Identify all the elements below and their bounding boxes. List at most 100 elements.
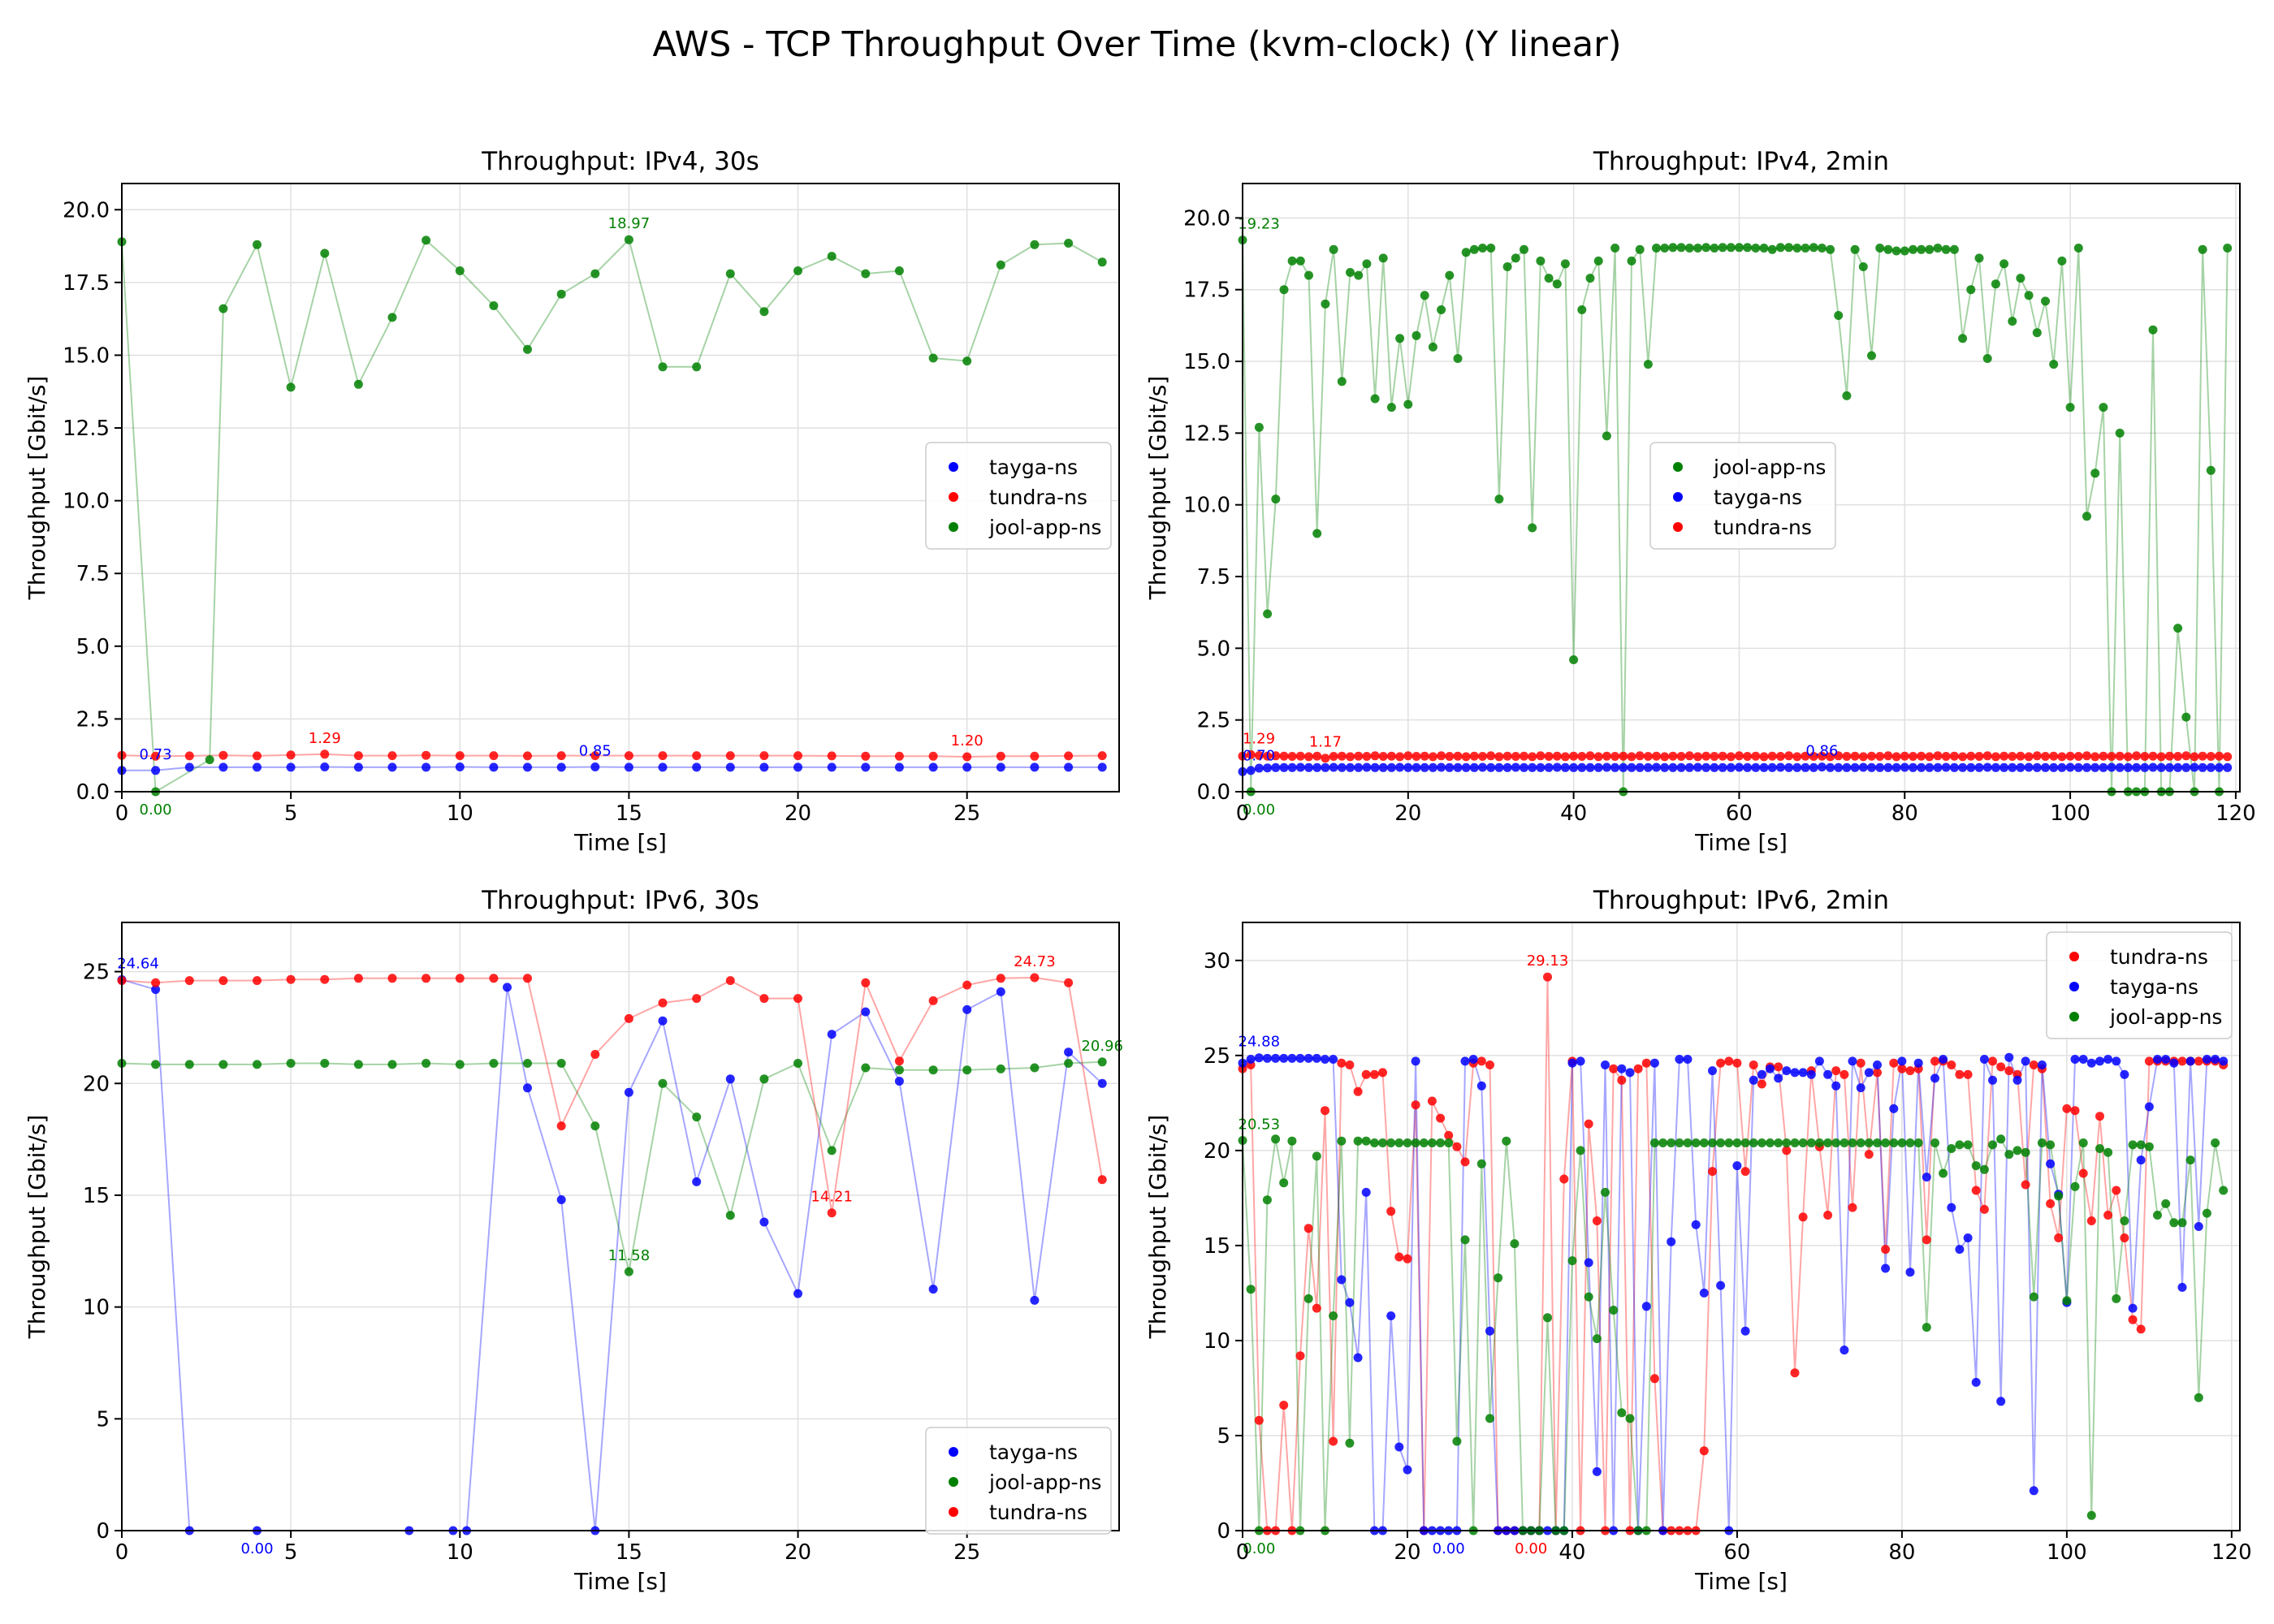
data-point-tundra-ns [1817, 751, 1827, 761]
x-tick-label: 5 [284, 801, 298, 826]
data-point-tayga-ns [1502, 762, 1512, 772]
data-point-tundra-ns [2128, 1315, 2138, 1324]
y-tick-label: 10 [1204, 1329, 1230, 1354]
data-point-tayga-ns [1917, 762, 1926, 772]
data-point-tundra-ns [1394, 1252, 1404, 1262]
data-point-tayga-ns [1649, 1058, 1659, 1068]
data-point-jool-app-ns [1966, 285, 1976, 295]
y-tick-label: 0.0 [1197, 780, 1230, 805]
data-point-tayga-ns [2173, 762, 2183, 772]
data-point-tundra-ns [2057, 752, 2067, 762]
data-point-jool-app-ns [320, 248, 330, 258]
data-point-tayga-ns [2012, 1075, 2022, 1085]
legend-box [2046, 931, 2233, 1039]
data-point-jool-app-ns [1971, 1161, 1981, 1171]
data-point-jool-app-ns [692, 1112, 702, 1122]
data-point-jool-app-ns [1757, 1138, 1766, 1147]
data-point-tundra-ns [387, 751, 397, 761]
data-point-tundra-ns [894, 1056, 904, 1066]
data-point-tundra-ns [2115, 751, 2125, 761]
legend: tundra-ns tayga-ns jool-app-ns [2046, 931, 2233, 1039]
legend-marker-tayga-ns [949, 462, 958, 472]
data-point-tayga-ns [2073, 762, 2083, 772]
data-point-jool-app-ns [1814, 1138, 1824, 1147]
data-point-tundra-ns [1881, 1245, 1891, 1255]
data-point-tundra-ns [2103, 1211, 2113, 1220]
data-point-tundra-ns [1254, 1415, 1264, 1425]
data-point-jool-app-ns [1411, 1138, 1420, 1147]
x-tick-label: 0 [1236, 801, 1250, 826]
data-point-tundra-ns [1875, 752, 1885, 761]
data-point-jool-app-ns [1370, 394, 1380, 404]
data-point-tayga-ns [1817, 762, 1827, 772]
data-point-jool-app-ns [590, 269, 600, 279]
data-point-tundra-ns [1889, 1058, 1899, 1068]
data-point-jool-app-ns [1806, 1138, 1816, 1147]
data-point-jool-app-ns [2029, 1292, 2038, 1302]
data-point-tundra-ns [1411, 1100, 1420, 1110]
data-point-jool-app-ns [2008, 317, 2017, 326]
data-point-tayga-ns [2049, 762, 2059, 772]
data-point-tundra-ns [422, 750, 431, 760]
data-point-jool-app-ns [1263, 609, 1273, 619]
data-point-jool-app-ns [1850, 244, 1860, 254]
data-point-tundra-ns [2016, 751, 2025, 761]
data-point-tundra-ns [1476, 1056, 1486, 1066]
data-point-tayga-ns [2008, 762, 2017, 772]
data-point-tundra-ns [1312, 1303, 1321, 1313]
data-point-tundra-ns [1064, 751, 1074, 761]
data-point-tayga-ns [1757, 1069, 1766, 1079]
legend-marker-jool-app-ns [2069, 1012, 2079, 1021]
data-point-tundra-ns [184, 976, 194, 986]
data-point-tayga-ns [1699, 1288, 1709, 1298]
data-point-jool-app-ns [928, 353, 938, 363]
data-point-tundra-ns [1947, 1060, 1956, 1069]
y-tick-label: 15 [1204, 1234, 1230, 1259]
data-point-tundra-ns [1346, 752, 1355, 762]
data-point-tundra-ns [1386, 751, 1396, 761]
data-point-tayga-ns [320, 762, 330, 771]
data-point-tundra-ns [1403, 751, 1413, 761]
data-point-tayga-ns [1867, 762, 1876, 772]
data-point-jool-app-ns [2219, 1186, 2229, 1195]
data-point-jool-app-ns [1617, 1408, 1627, 1418]
y-tick-label: 7.5 [1197, 565, 1230, 590]
data-point-tundra-ns [1676, 752, 1686, 761]
data-point-tundra-ns [489, 974, 499, 983]
data-point-tayga-ns [1303, 1053, 1313, 1063]
data-point-jool-app-ns [1774, 1138, 1783, 1147]
data-point-tundra-ns [353, 974, 363, 983]
data-point-tundra-ns [151, 751, 161, 761]
data-point-tundra-ns [861, 751, 871, 761]
data-point-jool-app-ns [286, 1059, 296, 1068]
data-point-jool-app-ns [1724, 1138, 1734, 1147]
chart-panel-1: 18.97 1.29 0.85 0.73 0.00 1.20 0 5 10 15 20 25 0.0 2.… [24, 147, 1120, 856]
data-point-tayga-ns [2164, 762, 2174, 772]
data-point-jool-app-ns [861, 269, 871, 279]
data-point-tayga-ns [1939, 1055, 1948, 1064]
data-point-tayga-ns [1287, 762, 1297, 772]
data-point-tundra-ns [1593, 752, 1603, 762]
data-point-jool-app-ns [1784, 243, 1794, 253]
data-point-jool-app-ns [218, 1060, 228, 1069]
legend-marker-tundra-ns [2069, 952, 2079, 961]
data-point-tundra-ns [759, 751, 769, 761]
data-point-jool-app-ns [1476, 1159, 1486, 1168]
data-point-tayga-ns [1627, 762, 1636, 772]
data-point-tundra-ns [1708, 1167, 1717, 1177]
data-point-jool-app-ns [1287, 256, 1297, 266]
data-point-tayga-ns [692, 762, 702, 772]
data-point-jool-app-ns [827, 1146, 837, 1155]
data-point-tundra-ns [2065, 751, 2075, 761]
data-point-tundra-ns [1263, 751, 1273, 761]
data-point-jool-app-ns [1353, 1136, 1363, 1146]
data-point-tayga-ns [1576, 1056, 1585, 1066]
data-point-tundra-ns [1097, 1175, 1107, 1185]
data-point-jool-app-ns [1635, 244, 1645, 254]
data-label: 1.29 [309, 730, 341, 747]
data-point-tundra-ns [1933, 751, 1943, 761]
plot-frame [1242, 183, 2241, 793]
data-point-jool-app-ns [1766, 1138, 1775, 1147]
data-point-jool-app-ns [1403, 400, 1413, 409]
